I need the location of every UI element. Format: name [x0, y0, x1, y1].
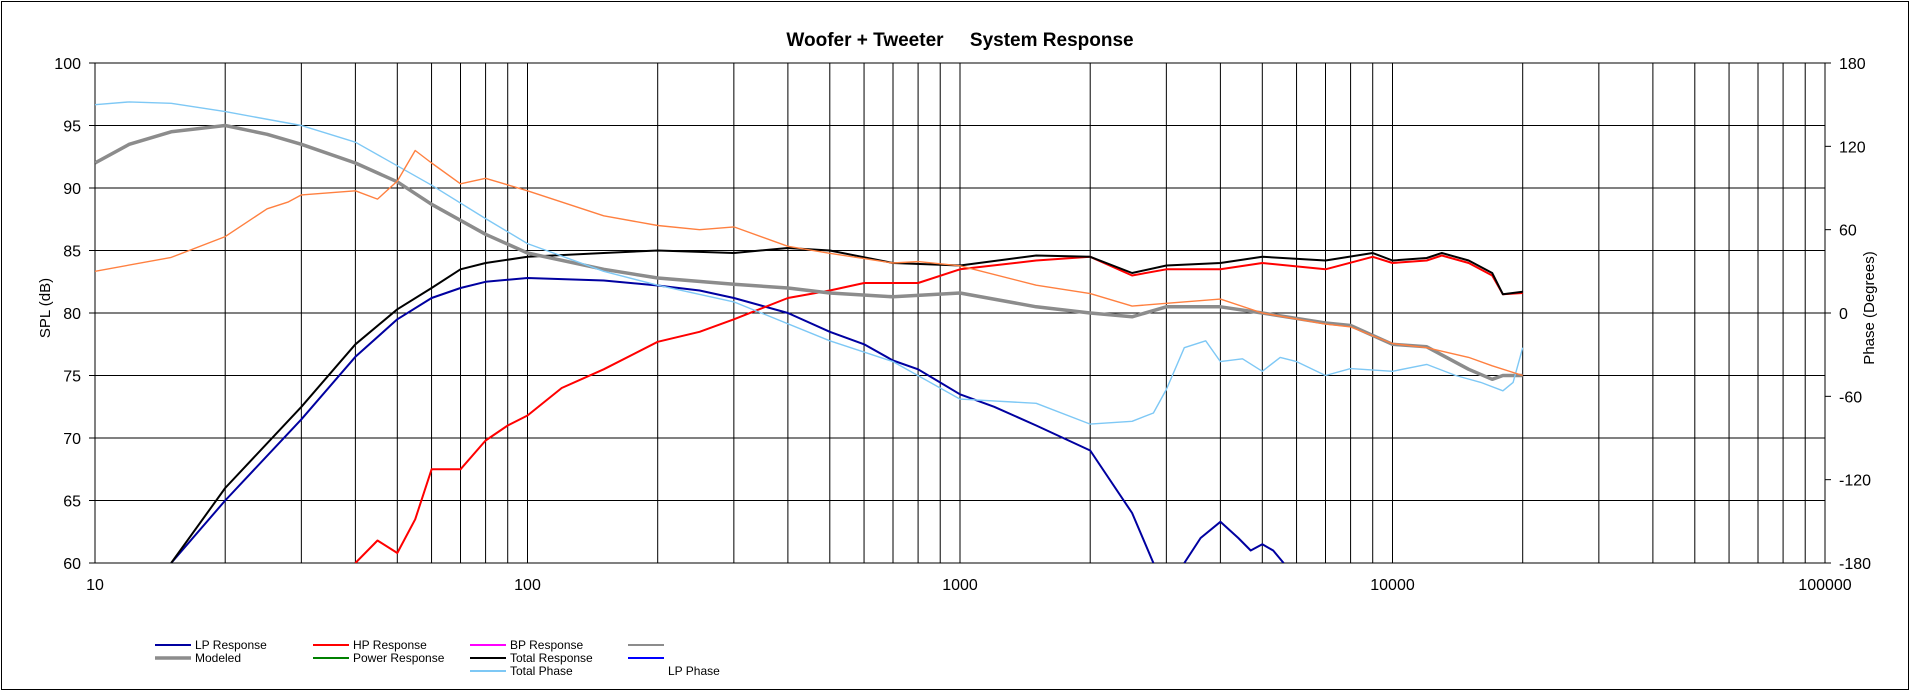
y2-tick-label: -180	[1839, 556, 1871, 573]
legend-label: Power Response	[353, 651, 445, 665]
y-tick-label: 80	[63, 306, 81, 323]
y-axis-title: SPL (dB)	[37, 278, 54, 338]
y2-tick-label: 180	[1839, 56, 1866, 73]
y2-tick-label: 120	[1839, 139, 1866, 156]
x-tick-label: 100000	[1798, 577, 1851, 594]
legend: LP Response HP Response BP Response Modeled…	[155, 638, 720, 678]
y2-tick-label: 0	[1839, 306, 1848, 323]
x-tick-label: 10000	[1370, 577, 1415, 594]
legend-label: LP Response	[195, 638, 267, 652]
series-line	[95, 149, 1523, 377]
axis-ticks: 10 100 1000 10000 100000 100 95 90 85 80 75 70 65 60 1…	[54, 56, 1871, 594]
y2-tick-label: -60	[1839, 389, 1862, 406]
legend-label: Total Phase	[510, 664, 573, 678]
y-tick-label: 70	[63, 431, 81, 448]
y-tick-label: 65	[63, 494, 81, 511]
series-line	[354, 254, 1523, 563]
x-tick-label: 100	[514, 577, 541, 594]
y-tick-label: 100	[54, 56, 81, 73]
series-lines	[95, 101, 1524, 563]
series-line	[170, 277, 1155, 563]
series-line	[95, 101, 1524, 425]
legend-label: Modeled	[195, 651, 241, 665]
legend-label: BP Response	[510, 638, 583, 652]
chart-title: Woofer + Tweeter System Response	[786, 30, 1133, 51]
y2-tick-label: -120	[1839, 473, 1871, 490]
y2-axis-title: Phase (Degrees)	[1861, 251, 1878, 364]
y-tick-label: 90	[63, 181, 81, 198]
legend-label: LP Phase	[668, 664, 720, 678]
grid-lines	[94, 62, 1826, 564]
x-tick-label: 10	[86, 577, 104, 594]
legend-label: Total Response	[510, 651, 593, 665]
x-tick-label: 1000	[942, 577, 978, 594]
series-line	[1183, 520, 1285, 563]
y-tick-label: 75	[63, 369, 81, 386]
y-tick-label: 60	[63, 556, 81, 573]
y-tick-label: 85	[63, 244, 81, 261]
y2-tick-label: 60	[1839, 223, 1857, 240]
y-tick-label: 95	[63, 119, 81, 136]
legend-label: HP Response	[353, 638, 427, 652]
